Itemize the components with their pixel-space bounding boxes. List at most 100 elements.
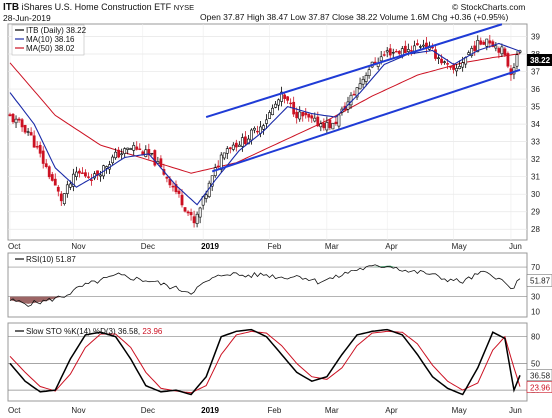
candle-body — [250, 129, 253, 141]
ma50-polyline — [9, 53, 521, 174]
x-tick-label: Feb — [268, 406, 282, 415]
candle — [126, 147, 130, 155]
candle-body — [144, 149, 148, 157]
candle-body — [41, 150, 45, 164]
ma50-line — [9, 53, 521, 174]
candle-body — [403, 45, 407, 54]
candle — [334, 116, 338, 126]
sto-legend: Slow STO %K(14) %D(3) 36.58, 23.96 — [26, 327, 163, 336]
candle — [150, 152, 154, 156]
candle-body — [446, 63, 449, 65]
close-value: 38.22 — [356, 12, 378, 22]
candle-body — [47, 166, 51, 178]
candle — [228, 146, 232, 154]
candle — [256, 125, 259, 135]
candle — [174, 180, 178, 195]
candle-body — [71, 173, 75, 187]
candle-body — [485, 38, 489, 47]
candle — [59, 191, 63, 206]
candle — [394, 48, 398, 53]
candle — [44, 159, 48, 169]
candle — [449, 66, 452, 70]
candle — [277, 98, 280, 111]
candle-body — [409, 50, 413, 52]
candle-body — [195, 213, 199, 225]
candle-body — [186, 211, 190, 214]
candle-body — [434, 49, 437, 59]
candle — [304, 108, 308, 119]
candle — [234, 139, 238, 152]
candle — [518, 49, 522, 54]
candle — [382, 50, 386, 57]
candle — [298, 106, 302, 122]
candle-body — [17, 118, 21, 121]
candle — [352, 90, 356, 96]
rsi-oversold-fill — [10, 296, 71, 304]
candle — [500, 43, 504, 57]
candle-body — [87, 176, 90, 178]
candle-body — [295, 111, 299, 119]
candle-body — [243, 136, 247, 145]
x-tick-label: May — [452, 242, 467, 251]
candle — [180, 189, 184, 208]
candle-body — [437, 57, 440, 59]
candle-body — [458, 66, 462, 69]
candle-body — [325, 122, 329, 131]
candle-body — [228, 147, 232, 150]
candle — [8, 112, 12, 117]
candle — [47, 165, 51, 180]
candle — [331, 122, 335, 130]
candle — [250, 128, 253, 145]
candle — [20, 118, 24, 132]
price-tick-label: 35 — [531, 103, 540, 112]
legend-ma50: MA(50) 38.02 — [26, 44, 75, 53]
candle-body — [361, 78, 365, 85]
candle-body — [120, 153, 124, 156]
candle-body — [29, 132, 33, 136]
candle — [437, 53, 440, 64]
candle — [144, 145, 148, 158]
price-grid — [8, 24, 527, 240]
candle — [295, 107, 299, 124]
candle — [11, 113, 15, 124]
candle — [53, 173, 57, 186]
candle-body — [301, 112, 305, 117]
candle-body — [81, 172, 84, 174]
candle — [415, 39, 419, 46]
candle-body — [247, 138, 250, 145]
ma10-line — [9, 42, 521, 206]
candle-body — [177, 190, 181, 194]
candle — [90, 173, 93, 186]
candle — [361, 76, 365, 88]
sto-k-line — [9, 328, 521, 396]
sto-k-badge — [526, 369, 552, 381]
candle — [479, 37, 483, 46]
candle-body — [334, 121, 338, 124]
candle — [87, 172, 90, 179]
candle — [476, 35, 480, 53]
candle-body — [349, 94, 353, 106]
x-tick-label: Feb — [268, 242, 282, 251]
candle — [403, 40, 407, 54]
candle-body — [415, 43, 419, 46]
candle-body — [473, 45, 477, 51]
last-price-value: 38.22 — [530, 56, 551, 65]
candle-body — [114, 151, 118, 159]
candle-body — [62, 193, 66, 204]
candle — [485, 38, 489, 51]
candle — [189, 208, 193, 221]
candle-body — [135, 146, 139, 150]
candle-body — [105, 166, 108, 169]
x-tick-label: Apr — [385, 406, 398, 415]
candle — [222, 152, 226, 161]
candle — [265, 114, 268, 130]
candle-body — [379, 56, 383, 62]
candle-body — [319, 123, 323, 128]
candle-body — [449, 66, 452, 68]
candle-body — [14, 118, 18, 124]
candle-body — [38, 144, 42, 154]
candle-body — [234, 142, 238, 148]
candle — [159, 155, 163, 169]
watermark: © StockCharts.com — [452, 2, 526, 12]
candle-body — [467, 52, 471, 55]
